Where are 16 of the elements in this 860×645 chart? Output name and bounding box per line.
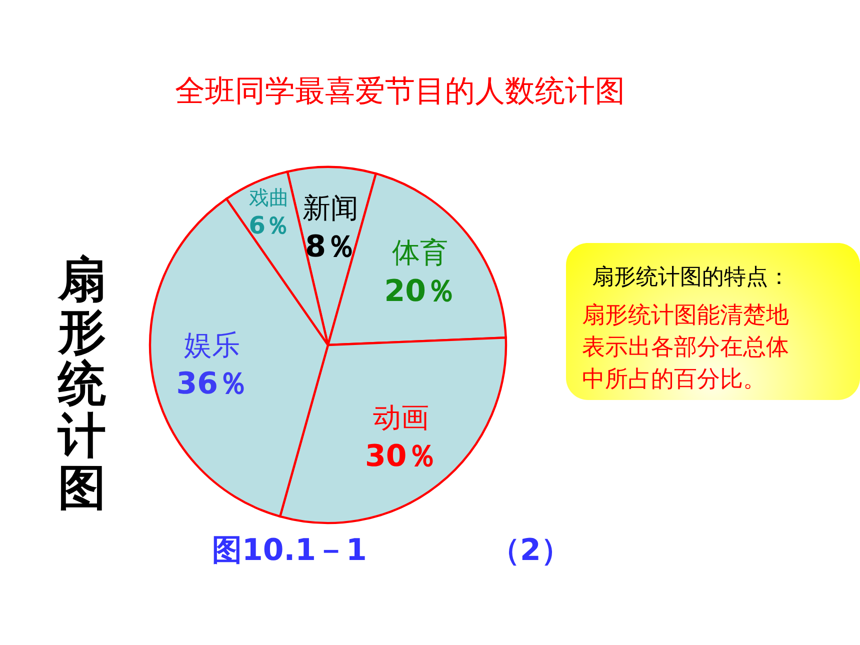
- text: 扇形统计图: [57, 252, 106, 516]
- data-label: 8％: [305, 230, 356, 265]
- data-label: 6％: [248, 211, 290, 240]
- data-label: 20％: [384, 274, 456, 310]
- caption: 图10.1－1: [212, 533, 367, 568]
- text: 扇形统计图能清楚地表示出各部分在总体中所占的百分比。: [582, 302, 789, 392]
- data-label: 36％: [176, 366, 248, 402]
- slice-label: 体育: [392, 236, 448, 270]
- data-label: 30％: [365, 439, 437, 474]
- text: （2）: [490, 533, 571, 568]
- chart-title: 全班同学最喜爱节目的人数统计图: [175, 74, 625, 109]
- slice-label: 戏曲: [249, 185, 290, 210]
- slice-label: 动画: [372, 401, 429, 434]
- slice-label: 新闻: [302, 192, 359, 225]
- slice-label: 娱乐: [184, 328, 240, 362]
- text: 扇形统计图的特点：: [592, 265, 790, 290]
